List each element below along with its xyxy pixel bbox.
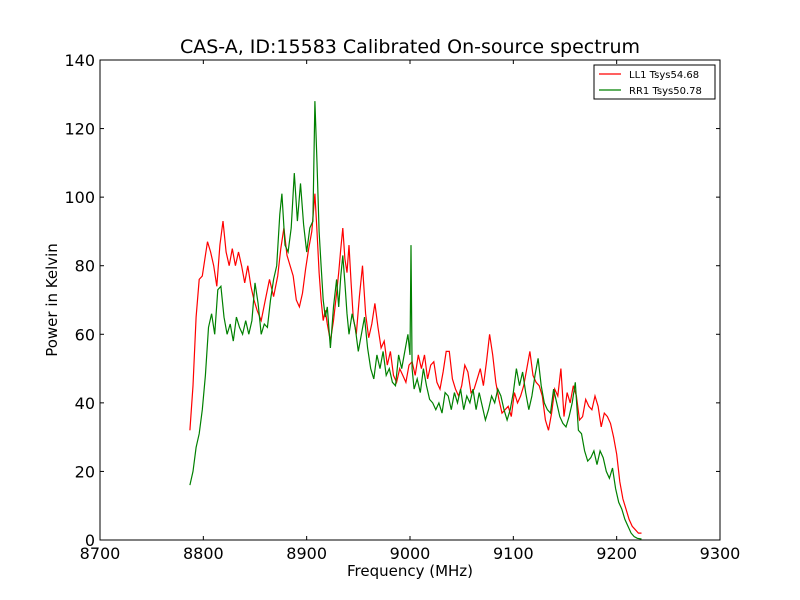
series-line-2 (189, 101, 642, 540)
x-axis-label: Frequency (MHz) (347, 562, 473, 580)
chart-title: CAS-A, ID:15583 Calibrated On-source spe… (180, 36, 640, 58)
series-layer (189, 101, 642, 540)
x-tick-label: 8700 (80, 544, 121, 563)
y-tick-label: 120 (64, 120, 95, 139)
y-axis-label: Power in Kelvin (43, 243, 61, 357)
y-tick-label: 0 (85, 531, 95, 550)
legend-box (593, 64, 716, 100)
x-tick-label: 8800 (183, 544, 224, 563)
series-line-1 (189, 193, 642, 534)
legend-label-2: RR1 Tsys50.78 (629, 86, 702, 97)
y-tick-label: 80 (75, 257, 95, 276)
y-tick-label: 60 (75, 325, 95, 344)
x-tick-label: 9300 (700, 544, 741, 563)
x-tick-label: 8900 (286, 544, 327, 563)
y-tick-label: 140 (64, 51, 95, 70)
x-tick-label: 9100 (493, 544, 534, 563)
legend: LL1 Tsys54.68 RR1 Tsys50.78 (593, 64, 716, 100)
plot-area: 8700 8800 8900 9000 9100 9200 9300 0 20 40 60 80 100… (64, 51, 740, 563)
y-tick-label: 20 (75, 462, 95, 481)
x-tick-label: 9200 (596, 544, 637, 563)
y-tick-label: 40 (75, 394, 95, 413)
x-tick-label: 9000 (390, 544, 431, 563)
y-tick-label: 100 (64, 188, 95, 207)
ticks-layer: 8700 8800 8900 9000 9100 9200 9300 0 20 40 60 80 100… (64, 51, 740, 563)
legend-label-1: LL1 Tsys54.68 (629, 70, 699, 81)
